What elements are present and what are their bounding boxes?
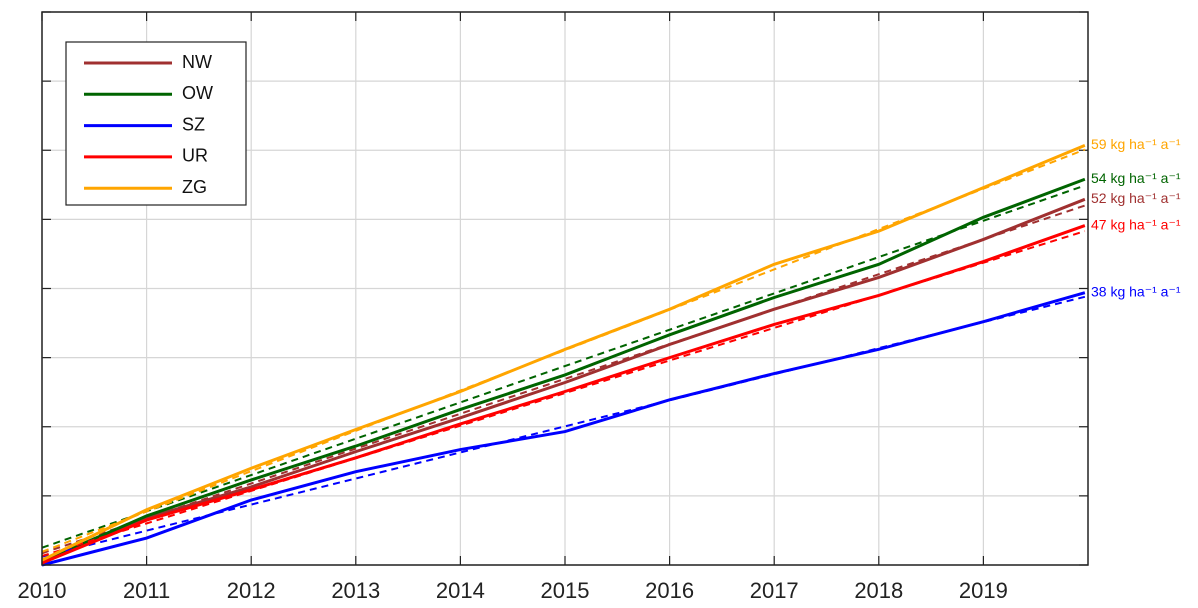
trend-line [41,230,1086,557]
rate-annotation: 54 kg ha⁻¹ a⁻¹ [1091,170,1181,186]
x-tick-label: 2015 [541,578,590,603]
x-tick-label: 2011 [123,578,170,603]
series-line [41,177,1086,563]
x-tick-label: 2017 [750,578,799,603]
trend-line [41,184,1086,549]
series-line [41,291,1086,567]
series-line [41,197,1086,564]
legend: NW OW SZ UR ZG [65,41,247,206]
legend-label: OW [182,83,213,103]
x-tick-label: 2013 [331,578,380,603]
lines [41,144,1086,567]
rate-annotation: 38 kg ha⁻¹ a⁻¹ [1091,283,1181,299]
rate-annotation: 52 kg ha⁻¹ a⁻¹ [1091,190,1181,206]
x-tick-label: 2014 [436,578,485,603]
legend-box [65,41,247,206]
trend-line [41,204,1086,555]
x-tick-label: 2012 [227,578,276,603]
x-tick-label: 2016 [645,578,694,603]
x-tick-label: 2018 [854,578,903,603]
legend-label: UR [182,146,208,166]
legend-label: SZ [182,114,205,134]
plot-frame [41,11,1089,566]
legend-label: ZG [182,177,207,197]
x-tick-label: 2019 [959,578,1008,603]
legend-label: NW [182,52,212,72]
series-line [41,144,1086,562]
rate-annotation: 59 kg ha⁻¹ a⁻¹ [1091,136,1181,152]
series-line [41,224,1086,565]
x-tick-label: 2010 [18,578,67,603]
rate-annotation: 47 kg ha⁻¹ a⁻¹ [1091,216,1181,232]
